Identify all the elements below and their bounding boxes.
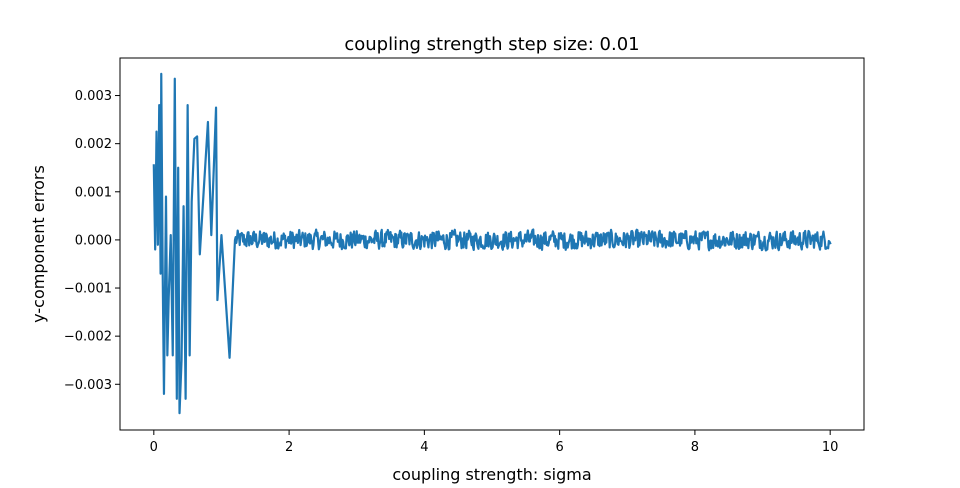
x-tick-label: 0 <box>150 440 158 455</box>
x-axis-ticks: 0 2 4 6 8 10 <box>150 430 839 455</box>
plot-area <box>152 72 832 415</box>
x-tick-label: 4 <box>420 440 428 455</box>
y-axis-ticks: 0.003 0.002 0.001 0.000 −0.001 −0.002 −0.003 <box>64 89 120 393</box>
y-tick-label: −0.002 <box>64 330 112 345</box>
axes-frame <box>119 57 865 431</box>
x-tick-label: 2 <box>285 440 293 455</box>
y-tick-label: 0.000 <box>75 233 112 248</box>
y-tick-label: 0.002 <box>75 137 112 152</box>
y-tick-label: 0.001 <box>75 185 112 200</box>
chart-title: coupling strength step size: 0.01 <box>344 34 639 55</box>
x-tick-label: 10 <box>822 440 839 455</box>
x-tick-label: 8 <box>691 440 699 455</box>
x-axis-label: coupling strength: sigma <box>392 465 591 484</box>
series-line <box>152 72 832 415</box>
y-tick-label: 0.003 <box>75 89 112 104</box>
x-tick-label: 6 <box>555 440 563 455</box>
y-axis-label: y-component errors <box>29 165 48 323</box>
y-tick-label: −0.001 <box>64 282 112 297</box>
y-tick-label: −0.003 <box>64 378 112 393</box>
